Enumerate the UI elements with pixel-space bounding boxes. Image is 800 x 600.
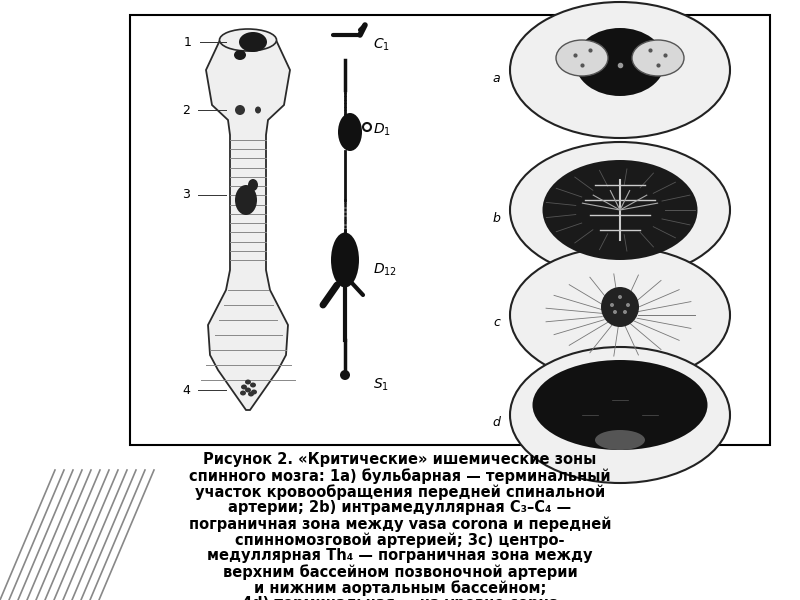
Ellipse shape [613,310,617,314]
Text: и нижним аортальным бассейном;: и нижним аортальным бассейном; [254,580,546,596]
Ellipse shape [533,360,707,450]
Ellipse shape [219,29,277,51]
Ellipse shape [610,303,614,307]
Ellipse shape [255,107,261,113]
Text: $D_1$: $D_1$ [373,122,391,138]
Ellipse shape [250,383,256,388]
Text: верхним бассейном позвоночной артерии: верхним бассейном позвоночной артерии [222,564,578,580]
Text: пограничная зона между vasa corona и передней: пограничная зона между vasa corona и пер… [189,516,611,532]
Text: медуллярная Th₄ — пограничная зона между: медуллярная Th₄ — пограничная зона между [207,548,593,563]
Ellipse shape [251,389,257,395]
Ellipse shape [556,40,608,76]
Text: спинномозговой артерией; 3c) центро-: спинномозговой артерией; 3c) центро- [235,532,565,547]
Ellipse shape [623,310,627,314]
Text: $C_1$: $C_1$ [373,37,390,53]
Ellipse shape [235,105,245,115]
Text: 4: 4 [182,383,190,397]
Ellipse shape [340,370,350,380]
Text: 3: 3 [182,188,190,202]
Text: участок кровообращения передней спинальной: участок кровообращения передней спинальн… [195,484,605,500]
Ellipse shape [363,123,371,131]
Ellipse shape [234,50,246,60]
Text: $D_{12}$: $D_{12}$ [373,262,397,278]
Text: b: b [492,211,500,224]
Ellipse shape [248,391,254,397]
Text: 2: 2 [182,103,190,116]
Ellipse shape [510,347,730,483]
Text: a: a [492,71,500,85]
Text: 4d) терминальная — на уровне conus: 4d) терминальная — на уровне conus [242,596,558,600]
Ellipse shape [235,185,257,215]
Ellipse shape [595,430,645,450]
Bar [130,15,770,445]
Polygon shape [206,40,290,410]
Ellipse shape [632,40,684,76]
Text: d: d [492,416,500,430]
Ellipse shape [510,142,730,278]
Ellipse shape [575,28,665,96]
Text: артерии; 2b) интрамедуллярная C₃–C₄ —: артерии; 2b) интрамедуллярная C₃–C₄ — [229,500,571,515]
Text: Рисунок 2. «Критические» ишемические зоны: Рисунок 2. «Критические» ишемические зон… [203,452,597,467]
Ellipse shape [240,391,246,395]
Text: c: c [493,317,500,329]
Ellipse shape [245,388,251,392]
Ellipse shape [239,32,267,52]
Ellipse shape [601,287,639,327]
Ellipse shape [248,179,258,191]
Text: 1: 1 [184,35,192,49]
Ellipse shape [626,303,630,307]
Ellipse shape [241,385,247,389]
Ellipse shape [338,113,362,151]
Ellipse shape [542,160,698,260]
Ellipse shape [245,379,251,385]
Ellipse shape [510,247,730,383]
Ellipse shape [510,2,730,138]
Ellipse shape [331,232,359,287]
Text: $S_1$: $S_1$ [373,377,389,393]
Ellipse shape [618,295,622,299]
Text: спинного мозга: 1а) бульбарная — терминальный: спинного мозга: 1а) бульбарная — термина… [189,468,611,484]
